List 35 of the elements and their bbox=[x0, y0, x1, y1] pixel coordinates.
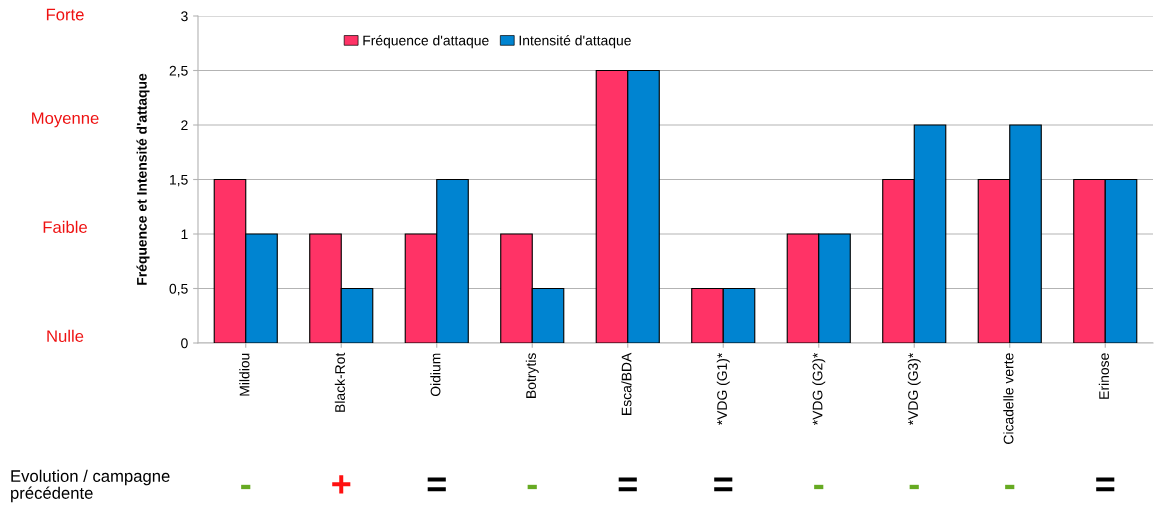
x-tick-label: Mildiou bbox=[239, 353, 250, 396]
x-tick-label: *VDG (G2)* bbox=[812, 352, 826, 426]
legend-label: Intensité d'attaque bbox=[519, 35, 631, 49]
y-tick-label: 3 bbox=[181, 11, 188, 22]
x-tick-label: Black-Rot bbox=[334, 352, 345, 412]
x-tick-label: *VDG (G3)* bbox=[907, 352, 921, 426]
legend-label: Fréquence d'attaque bbox=[363, 35, 489, 49]
y-axis-title: Fréquence et Intensité d'attaque bbox=[136, 73, 150, 285]
text: Evolution / campagne précédente bbox=[11, 469, 170, 503]
x-tick-label: *VDG (G1)* bbox=[716, 352, 730, 426]
x-tick-label: Erinose bbox=[1098, 353, 1109, 399]
text: - bbox=[1005, 484, 1015, 490]
text: - bbox=[241, 484, 251, 490]
text: = bbox=[618, 477, 637, 492]
x-tick-label: Botrytis bbox=[525, 353, 539, 398]
text: Moyenne bbox=[32, 112, 99, 128]
text: = bbox=[1096, 477, 1115, 492]
x-tick-label: Oidium bbox=[430, 353, 441, 397]
y-tick-label: 0,5 bbox=[169, 283, 188, 296]
x-tick-label: Esca/BDA bbox=[621, 352, 632, 415]
text: - bbox=[527, 484, 537, 490]
y-tick-label: 1,5 bbox=[170, 174, 188, 187]
text: = bbox=[427, 477, 446, 492]
y-tick-label: 0 bbox=[181, 338, 188, 349]
y-tick-label: 1 bbox=[181, 229, 188, 240]
text: Nulle bbox=[47, 329, 84, 343]
text: = bbox=[714, 477, 733, 492]
y-tick-label: 2 bbox=[181, 120, 188, 131]
y-tick-label: 2,5 bbox=[169, 65, 188, 78]
text: Forte bbox=[46, 8, 84, 21]
text: - bbox=[909, 484, 919, 490]
text: + bbox=[332, 475, 351, 494]
text: Faible bbox=[43, 220, 87, 234]
x-tick-label: Cicadelle verte bbox=[1003, 353, 1014, 444]
text: - bbox=[814, 484, 824, 490]
